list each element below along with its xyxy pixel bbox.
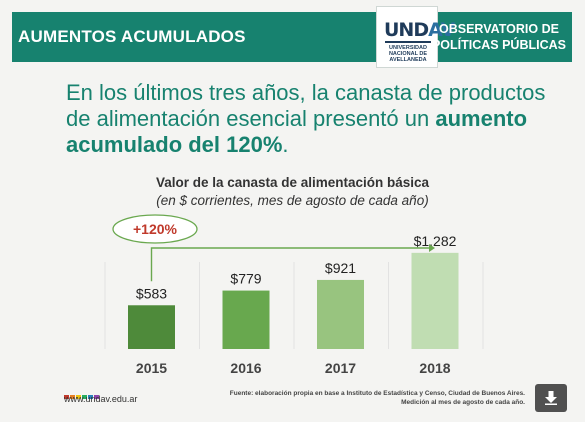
footer-dot (94, 395, 99, 399)
download-button[interactable] (535, 384, 567, 412)
x-tick-label: 2015 (136, 360, 167, 376)
growth-arrow-line (150, 247, 429, 282)
x-tick-label: 2018 (419, 360, 450, 376)
growth-annotation: +120% (133, 221, 178, 237)
chart-title: Valor de la canasta de alimentación bási… (155, 175, 430, 190)
headline-text: En los últimos tres años, la canasta de … (66, 80, 566, 158)
logo-subtitle: UNIVERSIDAD NACIONAL DE AVELLANEDA (388, 45, 428, 63)
x-tick-label: 2017 (325, 360, 356, 376)
footer-dot (64, 395, 69, 399)
x-tick-label: 2016 (230, 360, 261, 376)
headline-part1: En los últimos tres años, la canasta de … (66, 80, 546, 131)
footer-color-dots (64, 386, 100, 399)
bar-value-label: $1.282 (414, 233, 457, 249)
footer-dot (70, 395, 75, 399)
header-bar: AUMENTOS ACUMULADOS UNDAV UNIVERSIDAD NA… (12, 6, 572, 68)
observatory-line2: POLÍTICAS PÚBLICAS (431, 38, 566, 52)
bar (222, 290, 270, 349)
footer-url: www.undav.edu.ar (64, 394, 138, 404)
source-note: Fuente: elaboración propia en base a Ins… (205, 389, 525, 407)
undav-logo: UNDAV UNIVERSIDAD NACIONAL DE AVELLANEDA (376, 6, 455, 68)
chart-subtitle: (en $ corrientes, mes de agosto de cada … (156, 193, 429, 208)
growth-arrow-head (429, 244, 435, 252)
footer-dot (88, 395, 93, 399)
headline-bold: aumento acumulado del 120% (66, 106, 528, 157)
bar-value-label: $921 (325, 260, 356, 276)
source-line2: Medición al mes de agosto de cada año. (401, 399, 525, 406)
bar-value-label: $779 (230, 271, 261, 287)
logo-mark: UNDAV (384, 19, 455, 41)
observatory-line1: OBSERVATORIO DE (439, 22, 559, 36)
annotation-oval (112, 214, 198, 244)
footer-dot (76, 395, 81, 399)
page-title: AUMENTOS ACUMULADOS (18, 27, 246, 46)
bar (128, 305, 175, 349)
footer-dot (82, 395, 87, 399)
source-line1: Fuente: elaboración propia en base a Ins… (229, 390, 525, 397)
bar-value-label: $583 (136, 285, 167, 301)
bar (317, 279, 364, 349)
observatory-label: OBSERVATORIO DE POLÍTICAS PÚBLICAS (432, 21, 566, 53)
headline-part2: . (282, 132, 289, 157)
bar (411, 252, 459, 349)
logo-underline (385, 41, 431, 43)
download-arrow-icon (545, 391, 557, 405)
